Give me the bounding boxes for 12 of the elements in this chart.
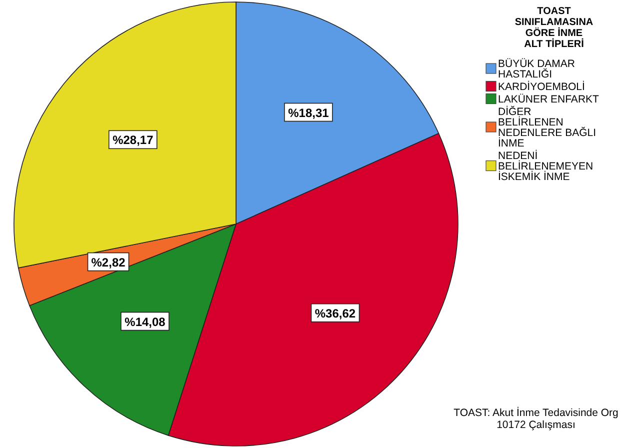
legend-label: NEDENİ BELİRLENEMEYEN İSKEMİK İNME xyxy=(498,149,594,183)
text: TOAST: Akut İnme Tedavisinde Org 10172 Çalışması xyxy=(454,406,619,431)
legend-title: TOAST SINIFLAMASINA GÖRE İNME ALT TİPLERİ xyxy=(514,6,594,50)
legend-label: BÜYÜK DAMAR HASTALIĞI xyxy=(498,58,576,80)
data-label: %14,08 xyxy=(124,314,166,329)
data-label: %2,82 xyxy=(91,255,126,270)
legend-label: LAKÜNER ENFARKT xyxy=(498,94,600,106)
legend-label: DİĞER BELİRLENEN NEDENLERE BAĞLI İNME xyxy=(498,105,596,150)
data-label: %18,31 xyxy=(288,106,330,120)
data-label: %28,17 xyxy=(112,133,154,148)
data-label: %36,62 xyxy=(314,306,356,320)
legend-label: KARDİYOEMBOLİ xyxy=(498,80,585,93)
